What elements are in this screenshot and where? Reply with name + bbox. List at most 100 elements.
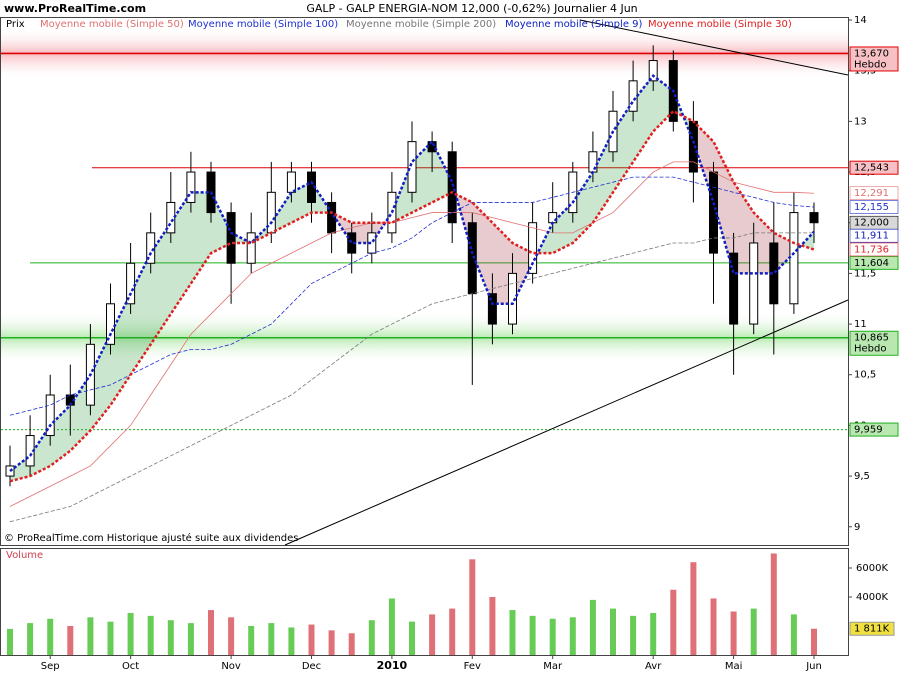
level-box [849,160,899,175]
volume-frame [0,548,849,656]
candle-body [769,242,779,305]
price-frame [0,17,849,546]
ma-cloud [130,253,151,375]
ma-line [9,74,815,473]
volume-bar [569,617,576,655]
ma-cloud [271,192,292,233]
volume-bar [770,553,777,655]
volume-bar [368,620,375,655]
volume-bar [47,618,54,655]
candle-body [648,60,658,82]
ma-cloud [773,232,794,274]
volume-bar [449,608,456,655]
level-box [849,422,899,437]
x-tick-label: Avr [645,661,662,672]
level-box [849,330,899,356]
y-tick-label: 14 [854,15,867,26]
candle-body [809,212,819,224]
candle-body [45,394,55,437]
x-tick-label: Sep [41,661,60,672]
candle-body [487,293,497,325]
level-box [849,255,899,270]
volume-bar [730,611,737,655]
candle-body [186,171,196,203]
last-value-box [849,228,899,243]
candle-body [407,141,417,193]
volume-bar [811,628,817,655]
ma-line [9,161,815,507]
note: © ProRealTime.com Historique ajusté suit… [4,532,298,544]
volume-bar [750,608,757,655]
ma-cloud [351,222,372,243]
volume-bar [790,614,797,655]
candle-body [5,465,15,477]
ma-cloud [190,192,211,284]
volume-bar [7,628,13,655]
volume-value-label: 1 811K [854,624,890,635]
volume-bar [308,624,315,655]
volume-bar [268,623,275,655]
volume-bar [67,626,74,655]
ma-cloud [492,222,513,304]
last-value-label: 12,000 [854,218,889,229]
last-value-label: 11,736 [854,244,889,255]
volume-bar [167,620,174,655]
ma-cloud [552,202,573,254]
level-label: 11,604 [854,258,889,269]
candle-body [789,212,799,305]
legend-entry: Moyenne mobile (Simple 9) [505,19,643,30]
y-tick-label: 13 [854,116,867,127]
volume-bar [187,623,194,655]
last-value-label: 12,291 [854,188,889,199]
y-tick-label: 11 [854,319,867,330]
volume-bar [228,617,235,655]
volume-bar [589,599,596,655]
level-note: Hebdo [854,344,887,355]
legend-entry: Moyenne mobile (Simple 50) [40,19,184,30]
ma-cloud [472,202,493,304]
volume-bar [549,618,556,655]
ma-cloud [170,192,191,314]
last-value-box [849,242,899,257]
level-label: 12,543 [854,163,889,174]
ma-cloud [150,222,171,345]
ma-cloud [432,141,453,203]
x-tick-label: Nov [221,661,241,672]
ma-line [9,232,814,523]
volume-bar [509,610,516,655]
ma-line [9,109,815,483]
background-layer [1,27,848,431]
legend-entry: Moyenne mobile (Simple 30) [648,19,792,30]
price-label: Prix [6,19,25,30]
volume-bar [429,614,436,655]
level-label: 10,865 [854,333,889,344]
volume-bar [670,589,677,655]
ma-cloud [653,75,674,132]
x-tick-label: Dec [302,661,321,672]
last-value-box [849,186,899,201]
volume-tick-label: 6000K [856,563,888,574]
volume-bar [107,621,114,655]
volume-bar [529,615,536,655]
x-tick-label: 2010 [377,659,408,672]
volume-bar [248,626,255,655]
ma-cloud [30,425,51,477]
volume-bar [127,612,134,655]
last-value-label: 12,155 [854,202,889,213]
volume-bar [610,608,616,655]
ma-cloud [753,212,774,274]
volume-bar [409,621,415,655]
candle-body [749,242,759,325]
volume-bar [690,562,697,655]
candle-body [729,252,739,325]
trend-line [284,299,849,546]
level-box [849,46,899,72]
last-value-label: 11,911 [854,231,889,242]
ma-cloud [391,161,412,223]
volume-bar [27,623,34,655]
candle-body [508,272,517,325]
y-tick-label: 11,5 [854,268,876,279]
y-tick-label: 9,5 [854,471,870,482]
legend-entry: Moyenne mobile (Simple 100) [188,19,338,30]
volume-bar [328,630,335,655]
